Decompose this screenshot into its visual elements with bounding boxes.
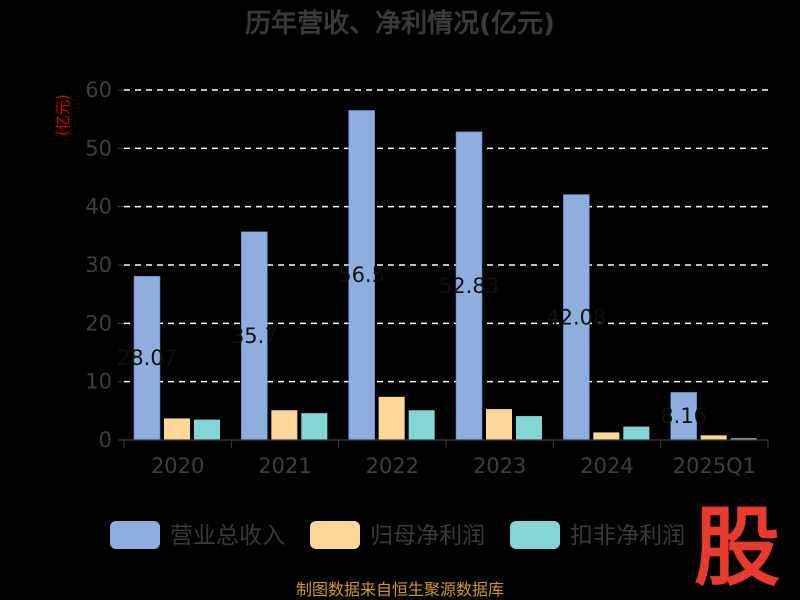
bar-1 [486, 409, 512, 440]
bar-2 [623, 426, 650, 440]
data-label: 56.5 [338, 263, 385, 287]
legend: 营业总收入 归母净利润 扣非净利润 [110, 521, 685, 549]
legend-swatch-1 [310, 521, 360, 549]
bars [133, 110, 757, 441]
y-axis-ticks: 0 10 20 30 40 50 60 [85, 78, 124, 452]
bar-2 [516, 416, 542, 440]
y-tick-label: 30 [85, 253, 112, 277]
data-label: 42.08 [546, 305, 606, 329]
data-label: 8.16 [660, 404, 707, 428]
bar-2 [301, 413, 328, 440]
data-labels: 28.07 35.7 56.5 52.83 42.08 8.16 [117, 263, 707, 428]
bar-1 [164, 418, 190, 440]
x-axis: 2020 2021 2022 2023 2024 2025Q1 [123, 439, 769, 478]
data-label: 28.07 [117, 346, 177, 370]
x-tick-label: 2020 [151, 454, 204, 478]
chart-title: 历年营收、净利情况(亿元) [245, 8, 555, 39]
logo-mark: 股 [694, 498, 780, 598]
y-tick-label: 50 [85, 136, 112, 160]
legend-swatch-0 [110, 521, 160, 549]
bar-1 [593, 432, 620, 440]
legend-label-0: 营业总收入 [170, 523, 285, 549]
y-tick-label: 20 [85, 311, 112, 335]
y-axis-label: (亿元) [54, 94, 72, 136]
bar-0 [670, 392, 697, 441]
bar-0 [133, 275, 161, 441]
data-label: 52.83 [439, 274, 499, 298]
source-note: 制图数据来自恒生聚源数据库 [296, 580, 504, 599]
bar-2 [408, 410, 435, 440]
data-label: 35.7 [231, 324, 278, 348]
bar-1 [271, 410, 298, 440]
bar-1 [378, 396, 405, 440]
bar-2 [730, 438, 757, 440]
x-tick-label: 2023 [473, 454, 526, 478]
legend-swatch-2 [510, 521, 560, 549]
x-tick-label: 2025Q1 [673, 454, 756, 478]
x-tick-label: 2021 [258, 454, 311, 478]
legend-label-1: 归母净利润 [370, 523, 485, 549]
y-tick-label: 0 [99, 428, 112, 452]
y-tick-label: 40 [85, 195, 112, 219]
y-tick-label: 60 [85, 78, 112, 102]
bar-2 [194, 419, 220, 440]
y-tick-label: 10 [85, 370, 112, 394]
bar-1 [700, 435, 727, 440]
x-tick-label: 2022 [366, 454, 419, 478]
x-tick-label: 2024 [580, 454, 633, 478]
grid-lines [124, 89, 768, 383]
legend-label-2: 扣非净利润 [570, 523, 685, 549]
